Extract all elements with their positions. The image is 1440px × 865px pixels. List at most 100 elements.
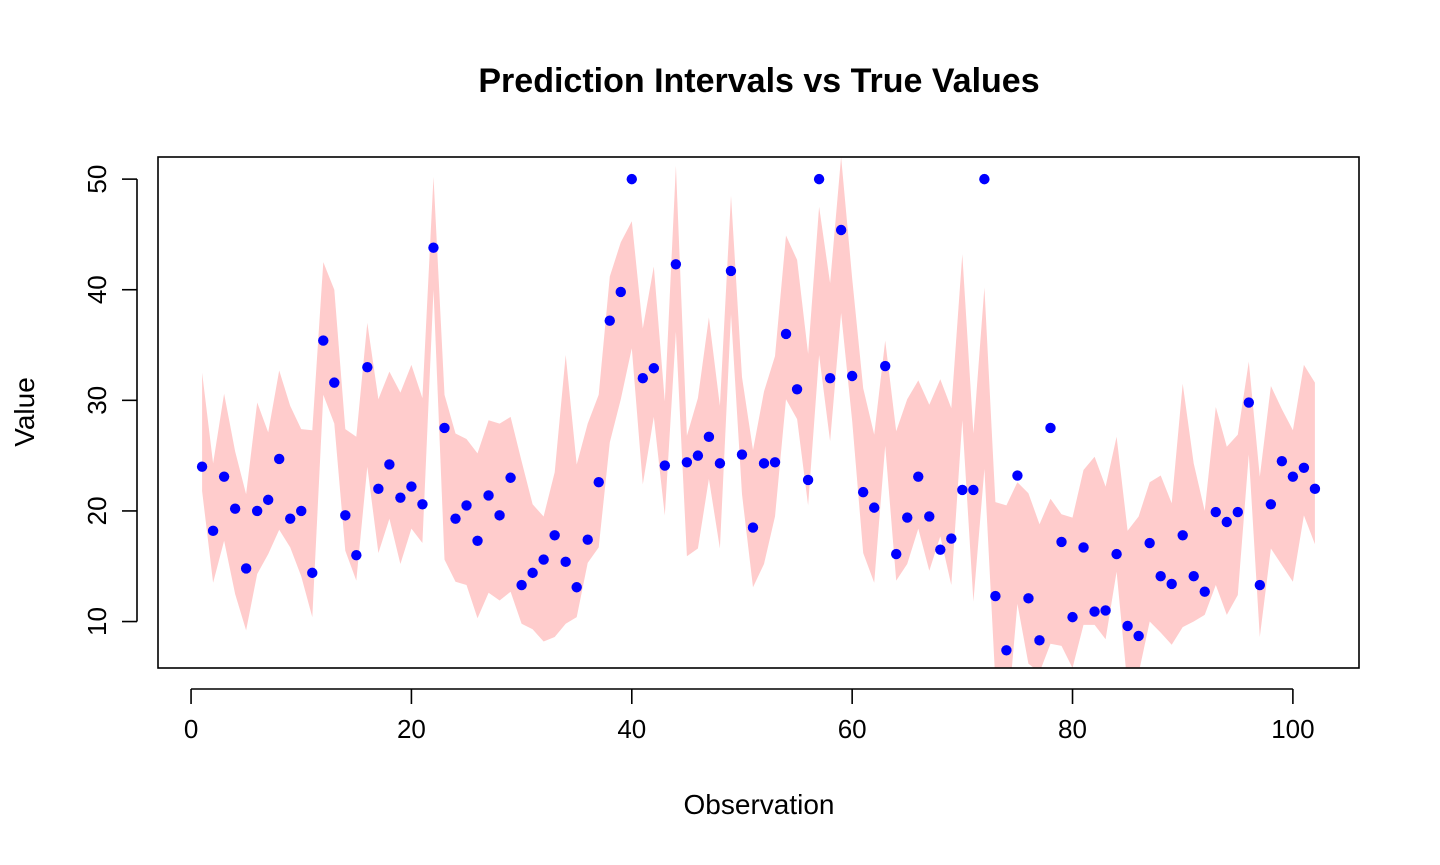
- data-point: [946, 533, 957, 544]
- x-tick-label: 20: [397, 714, 426, 744]
- data-point: [935, 544, 946, 555]
- data-point: [1155, 570, 1166, 582]
- data-point: [990, 590, 1001, 602]
- data-point: [604, 315, 615, 326]
- data-point: [1122, 620, 1133, 632]
- y-tick-label: 50: [82, 165, 112, 194]
- data-point: [1287, 471, 1299, 482]
- data-point: [549, 530, 560, 541]
- data-point: [406, 481, 417, 492]
- x-tick-label: 60: [838, 714, 867, 744]
- data-point: [1133, 630, 1144, 642]
- data-point: [240, 563, 252, 574]
- data-point: [736, 449, 748, 460]
- y-tick-label: 10: [82, 607, 112, 636]
- y-tick-label: 20: [82, 496, 112, 525]
- x-axis-label: Observation: [684, 789, 835, 820]
- data-point: [714, 458, 726, 469]
- prediction-interval-band: [202, 157, 1315, 668]
- data-point: [1034, 635, 1045, 646]
- data-point: [340, 510, 351, 521]
- data-point: [1221, 516, 1232, 528]
- data-point: [924, 511, 935, 522]
- data-point: [880, 360, 891, 372]
- data-point: [791, 384, 803, 395]
- data-point: [1177, 530, 1188, 541]
- data-point: [868, 502, 880, 513]
- data-point: [824, 373, 836, 384]
- data-point: [417, 499, 428, 510]
- data-point: [1100, 605, 1111, 616]
- data-point: [891, 548, 902, 560]
- data-point: [1298, 462, 1310, 474]
- data-point: [229, 503, 241, 514]
- data-point: [1001, 645, 1012, 656]
- data-point: [1199, 586, 1210, 597]
- data-point: [1232, 506, 1243, 518]
- data-point: [494, 510, 505, 521]
- data-point: [428, 242, 439, 253]
- data-point: [1144, 537, 1155, 549]
- data-point: [1265, 499, 1277, 510]
- data-point: [769, 457, 781, 468]
- data-point: [626, 173, 637, 185]
- data-point: [813, 173, 825, 185]
- data-point: [207, 525, 219, 537]
- x-tick-label: 40: [617, 714, 646, 744]
- data-point: [1243, 397, 1255, 408]
- plot-frame: [157, 156, 1360, 669]
- data-point: [1111, 548, 1122, 560]
- data-point: [1045, 422, 1056, 434]
- data-point: [1166, 578, 1177, 590]
- data-point: [218, 471, 230, 482]
- data-point: [692, 450, 704, 461]
- data-point: [318, 335, 329, 346]
- data-point: [857, 486, 869, 498]
- data-point: [505, 472, 516, 483]
- data-point: [373, 483, 384, 495]
- x-tick-label: 100: [1271, 714, 1314, 744]
- data-point: [274, 453, 285, 465]
- data-point: [725, 265, 737, 277]
- data-point: [1067, 611, 1078, 623]
- data-point: [362, 361, 373, 373]
- data-point: [262, 494, 274, 506]
- interval-band-layer: [202, 157, 1315, 668]
- data-point: [439, 422, 450, 434]
- data-point: [648, 363, 660, 374]
- data-point: [196, 461, 208, 472]
- data-point: [450, 513, 461, 524]
- data-point: [285, 513, 296, 524]
- points-layer: [196, 173, 1321, 656]
- x-tick-label: 0: [184, 714, 198, 744]
- data-point: [1023, 593, 1034, 604]
- data-point: [395, 492, 406, 503]
- y-axis-label: Value: [9, 377, 40, 447]
- data-point: [1056, 536, 1067, 548]
- data-point: [902, 512, 913, 523]
- data-point: [538, 554, 549, 565]
- data-point: [758, 458, 770, 469]
- data-point: [968, 484, 979, 496]
- data-point: [571, 582, 582, 593]
- data-point: [780, 328, 792, 340]
- data-point: [582, 534, 593, 545]
- data-point: [1089, 606, 1100, 617]
- data-point: [251, 505, 263, 517]
- data-point: [681, 457, 693, 468]
- data-point: [1012, 470, 1023, 481]
- data-point: [913, 471, 924, 482]
- data-point: [329, 377, 340, 388]
- data-point: [659, 460, 671, 471]
- data-point: [1254, 579, 1266, 591]
- x-tick-label: 80: [1058, 714, 1087, 744]
- data-point: [1078, 542, 1089, 553]
- data-point: [703, 431, 715, 443]
- data-point: [461, 500, 472, 511]
- data-point: [1276, 455, 1288, 467]
- data-point: [472, 535, 483, 547]
- data-point: [957, 484, 968, 496]
- data-point: [527, 567, 538, 579]
- data-point: [979, 173, 990, 185]
